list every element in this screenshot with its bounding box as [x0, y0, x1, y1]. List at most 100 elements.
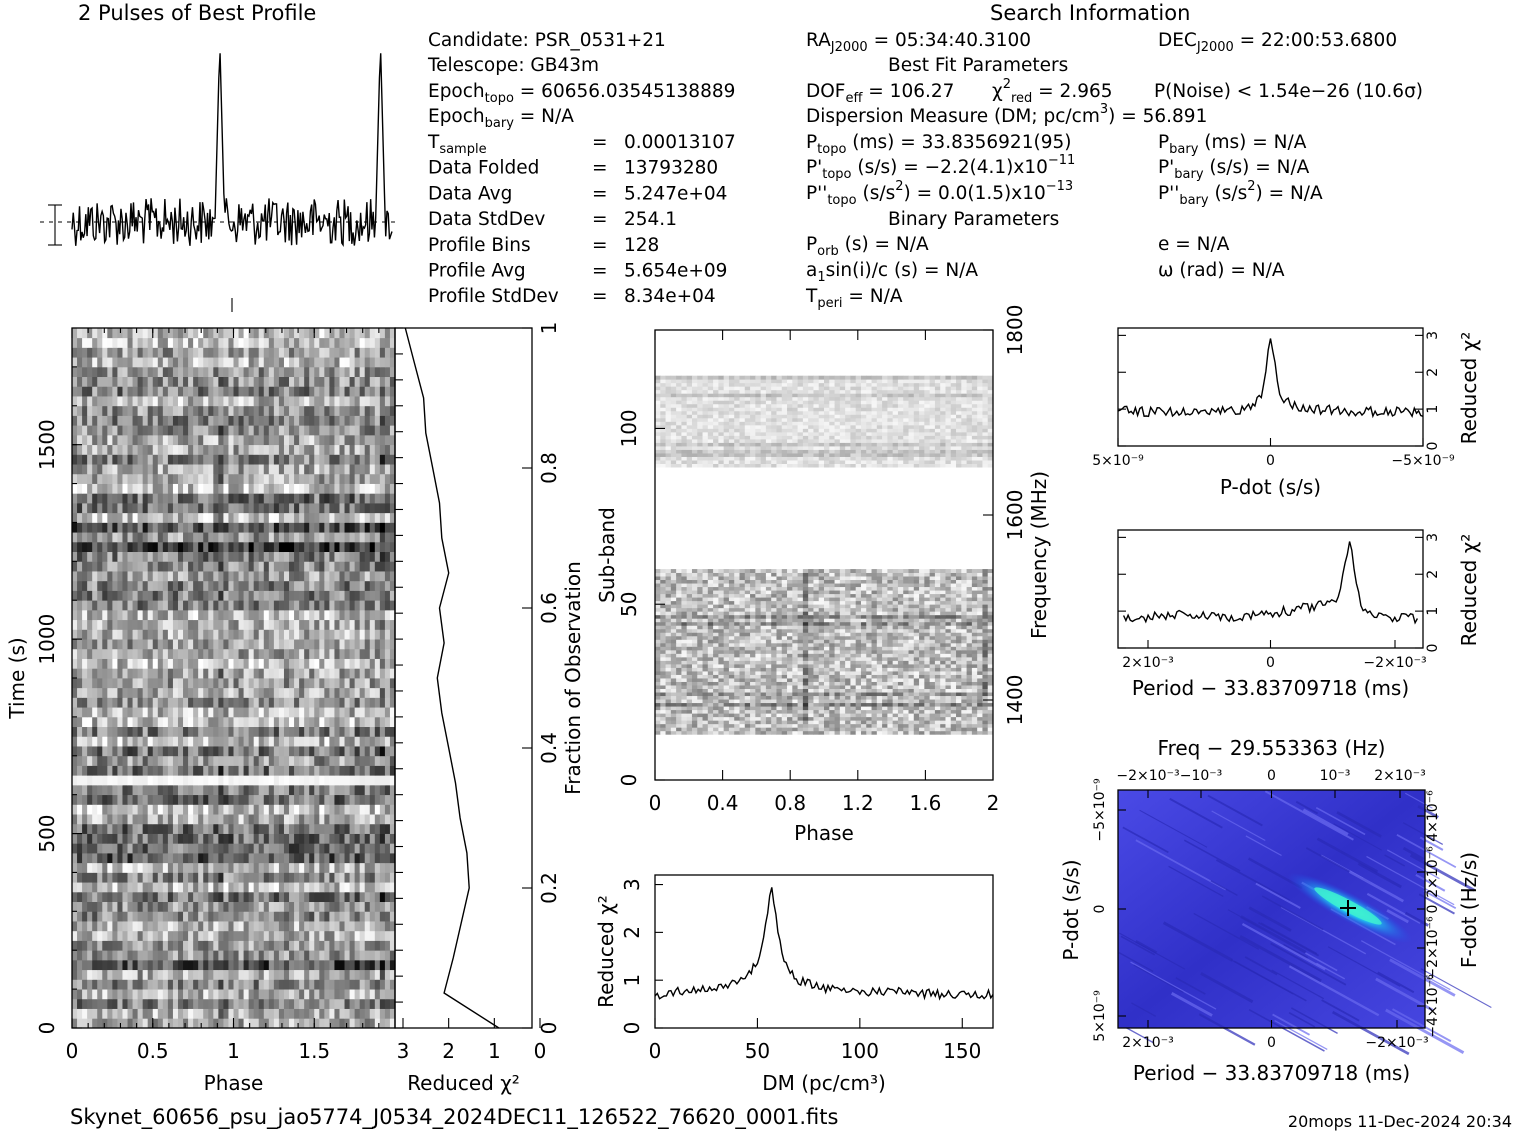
heatmap-cell [374, 609, 381, 621]
heatmap-cell [344, 337, 350, 348]
heatmap-cell [228, 804, 234, 815]
heatmap-cell [142, 658, 149, 669]
subband-cell [945, 727, 952, 732]
heatmap-cell [172, 921, 179, 932]
heatmap-cell [97, 697, 103, 708]
heatmap-cell [162, 357, 169, 368]
subband-cell [977, 727, 983, 732]
heatmap-cell [263, 493, 270, 504]
heatmap-cell [324, 347, 330, 358]
heatmap-cell [278, 551, 285, 562]
heatmap-cell [162, 911, 169, 922]
heatmap-cell [329, 405, 335, 416]
heatmap-cell [157, 386, 164, 397]
heatmap-cell [107, 853, 113, 864]
heatmap-cell [132, 784, 139, 796]
heatmap-cell [258, 483, 265, 494]
heatmap-cell [238, 697, 244, 708]
heatmap-cell [319, 891, 325, 903]
heatmap-cell [203, 366, 209, 378]
telescope-line: Telescope: GB43m [427, 55, 599, 76]
heatmap-cell [364, 843, 371, 854]
heatmap-cell [354, 590, 361, 601]
heatmap-cell [359, 415, 366, 426]
heatmap-cell [218, 1018, 224, 1029]
subband-cell [723, 727, 730, 732]
heatmap-cell [127, 794, 133, 805]
heatmap-cell [147, 503, 154, 514]
heatmap-cell [183, 784, 189, 796]
heatmap-cell [167, 687, 174, 698]
heatmap-cell [102, 872, 108, 883]
heatmap-cell [238, 707, 244, 718]
heatmap-cell [72, 580, 78, 591]
heatmap-cell [304, 386, 310, 397]
heatmap-cell [253, 483, 260, 494]
heatmap-cell [233, 959, 239, 971]
heatmap-cell [354, 532, 361, 543]
heatmap-cell [233, 396, 239, 407]
heatmap-cell [233, 444, 239, 455]
heatmap-cell [324, 882, 330, 893]
heatmap-cell [253, 814, 260, 825]
heatmap-cell [243, 522, 250, 533]
heatmap-cell [349, 911, 356, 922]
heatmap-cell [324, 989, 330, 1000]
heatmap-cell [147, 901, 154, 912]
heatmap-cell [374, 658, 381, 669]
heatmap-cell [294, 512, 300, 523]
heatmap-cell [319, 522, 325, 533]
heatmap-cell [223, 940, 229, 951]
heatmap-cell [354, 1008, 361, 1019]
heatmap-cell [329, 891, 335, 903]
heatmap-cell [147, 930, 154, 941]
heatmap-cell [309, 454, 315, 465]
heatmap-cell [127, 415, 133, 426]
heatmap-cell [329, 357, 335, 368]
heatmap-cell [72, 600, 78, 611]
heatmap-cell [384, 843, 391, 854]
heatmap-cell [208, 668, 214, 679]
heatmap-cell [218, 833, 224, 844]
heatmap-cell [339, 357, 345, 368]
heatmap-cell [258, 853, 265, 864]
heatmap-cell [289, 551, 295, 562]
heatmap-cell [102, 794, 108, 805]
heatmap-cell [253, 405, 260, 416]
heatmap-cell [172, 376, 179, 387]
heatmap-cell [278, 503, 285, 514]
heatmap-cell [344, 765, 350, 776]
heatmap-cell [359, 755, 366, 766]
heatmap-cell [314, 648, 320, 659]
heatmap-cell [374, 1008, 381, 1019]
subband-cell [665, 730, 672, 735]
heatmap-cell [177, 609, 184, 621]
heatmap-cell [324, 697, 330, 708]
heatmap-cell [157, 1008, 164, 1019]
heatmap-cell [233, 979, 239, 990]
heatmap-cell [374, 726, 381, 737]
heatmap-cell [334, 561, 340, 572]
heatmap-cell [334, 609, 340, 621]
heatmap-cell [117, 512, 123, 523]
heatmap-cell [213, 814, 219, 825]
heatmap-cell [369, 794, 376, 805]
heatmap-cell [167, 658, 174, 669]
heatmap-cell [72, 736, 78, 747]
heatmap-cell [122, 639, 128, 650]
heatmap-cell [364, 473, 371, 484]
heatmap-cell [82, 1018, 88, 1029]
heatmap-cell [369, 600, 376, 611]
subband-cell [977, 730, 983, 735]
heatmap-cell [278, 726, 285, 737]
heatmap-cell [87, 736, 93, 747]
heatmap-cell [294, 366, 300, 378]
heatmap-cell [364, 590, 371, 601]
heatmap-cell [389, 386, 396, 397]
heatmap-cell [334, 522, 340, 533]
heatmap-cell [268, 843, 275, 854]
heatmap-cell [193, 396, 199, 407]
heatmap-cell [334, 843, 340, 854]
x-tick-label: 3 [397, 1039, 410, 1063]
heatmap-cell [82, 940, 88, 951]
